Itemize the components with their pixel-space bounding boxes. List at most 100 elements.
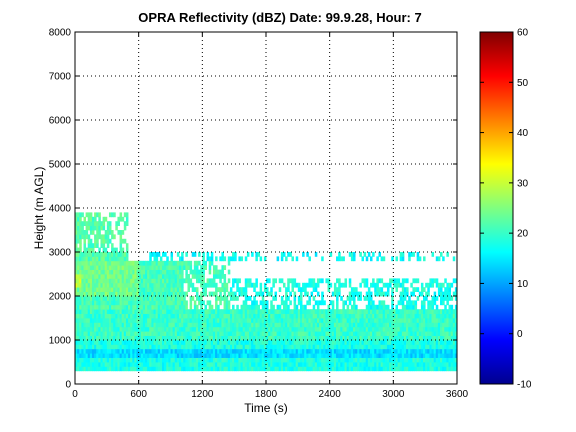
heatmap-cell <box>185 340 188 345</box>
heatmap-cell <box>183 260 186 266</box>
heatmap-cell <box>77 366 80 372</box>
heatmap-cell <box>257 353 261 358</box>
heatmap-cell <box>280 331 284 336</box>
heatmap-cell <box>363 348 367 354</box>
heatmap-cell <box>79 309 82 314</box>
heatmap-cell <box>98 282 101 288</box>
heatmap-cell <box>365 304 369 310</box>
heatmap-cell <box>166 318 169 323</box>
heatmap-cell <box>314 331 318 336</box>
heatmap-cell <box>240 344 244 350</box>
heatmap-cell <box>159 362 163 367</box>
heatmap-cell <box>174 296 178 301</box>
heatmap-cell <box>142 357 146 363</box>
heatmap-cell <box>106 300 110 306</box>
heatmap-cell <box>410 331 413 336</box>
heatmap-cell <box>119 274 123 279</box>
heatmap-cell <box>187 353 190 358</box>
heatmap-cell <box>268 278 271 284</box>
heatmap-cell <box>119 331 123 336</box>
heatmap-cell <box>393 318 396 323</box>
heatmap-cell <box>106 353 110 358</box>
heatmap-cell <box>229 357 233 363</box>
heatmap-cell <box>452 322 456 328</box>
heatmap-cell <box>106 296 110 301</box>
heatmap-cell <box>187 309 190 314</box>
heatmap-cell <box>104 269 108 275</box>
heatmap-cell <box>164 269 167 275</box>
heatmap-cell <box>227 362 231 367</box>
heatmap-cell <box>274 291 278 297</box>
heatmap-cell <box>268 348 271 354</box>
heatmap-cell <box>355 344 358 350</box>
heatmap-cell <box>157 296 161 301</box>
heatmap-cell <box>87 326 91 332</box>
heatmap-cell <box>242 344 246 350</box>
heatmap-cell <box>236 340 239 345</box>
heatmap-cell <box>448 348 452 354</box>
heatmap-cell <box>333 309 337 314</box>
heatmap-cell <box>287 344 290 350</box>
heatmap-cell <box>195 322 199 328</box>
heatmap-cell <box>331 366 335 372</box>
heatmap-cell <box>104 309 108 314</box>
heatmap-cell <box>87 247 91 253</box>
heatmap-cell <box>270 335 273 341</box>
heatmap-cell <box>145 353 148 358</box>
heatmap-cell <box>130 340 133 345</box>
heatmap-cell <box>130 353 133 358</box>
heatmap-cell <box>268 309 271 314</box>
heatmap-cell <box>359 322 362 328</box>
heatmap-cell <box>340 362 343 367</box>
heatmap-cell <box>164 326 167 332</box>
heatmap-cell <box>102 353 106 358</box>
heatmap-cell <box>350 296 354 301</box>
heatmap-cell <box>348 340 352 345</box>
heatmap-cell <box>151 309 154 314</box>
heatmap-cell <box>238 287 241 292</box>
heatmap-cell <box>75 234 78 240</box>
heatmap-cell <box>111 348 114 354</box>
heatmap-cell <box>448 296 452 301</box>
heatmap-cell <box>181 282 184 288</box>
heatmap-cell <box>270 362 273 367</box>
heatmap-cell <box>142 291 146 297</box>
heatmap-cell <box>96 243 99 248</box>
heatmap-cell <box>295 309 299 314</box>
heatmap-cell <box>316 362 320 367</box>
heatmap-cell <box>221 362 224 367</box>
heatmap-cell <box>382 313 386 319</box>
heatmap-cell <box>266 344 269 350</box>
heatmap-cell <box>331 300 335 306</box>
heatmap-cell <box>437 256 441 262</box>
heatmap-cell <box>202 340 205 345</box>
heatmap-cell <box>157 313 161 319</box>
heatmap-cell <box>242 357 246 363</box>
heatmap-cell <box>134 278 137 284</box>
heatmap-cell <box>198 357 201 363</box>
heatmap-cell <box>280 348 284 354</box>
heatmap-cell <box>346 296 350 301</box>
heatmap-cell <box>193 331 197 336</box>
heatmap-cell <box>102 274 106 279</box>
heatmap-cell <box>331 291 335 297</box>
heatmap-cell <box>149 256 152 262</box>
heatmap-cell <box>115 304 118 310</box>
heatmap-cell <box>285 348 288 354</box>
heatmap-cell <box>306 344 309 350</box>
heatmap-cell <box>121 331 125 336</box>
heatmap-cell <box>176 304 180 310</box>
heatmap-cell <box>191 344 195 350</box>
heatmap-cell <box>125 221 129 226</box>
heatmap-cell <box>255 331 258 336</box>
heatmap-cell <box>289 291 292 297</box>
heatmap-cell <box>106 265 110 270</box>
heatmap-cell <box>142 335 146 341</box>
heatmap-cell <box>393 340 396 345</box>
heatmap-cell <box>121 265 125 270</box>
heatmap-cell <box>376 353 379 358</box>
chart-title: OPRA Reflectivity (dBZ) Date: 99.9.28, H… <box>138 10 421 25</box>
heatmap-cell <box>293 331 297 336</box>
heatmap-cell <box>369 256 373 262</box>
heatmap-cell <box>111 366 114 372</box>
